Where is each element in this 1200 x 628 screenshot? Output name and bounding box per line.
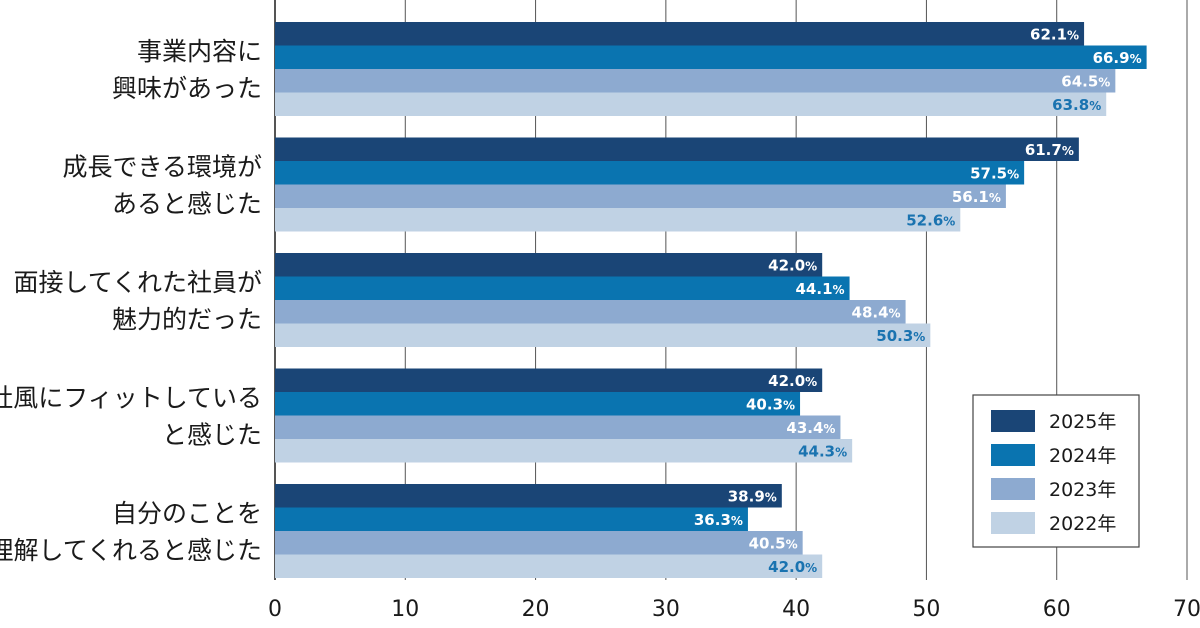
x-tick-40: 40 xyxy=(782,597,810,622)
value-label-3-2025年: 42.0% xyxy=(768,256,817,274)
bar-1-2024年 xyxy=(275,45,1147,69)
legend-label-2022年: 2022年 xyxy=(1049,513,1116,535)
value-label-3-2024年: 44.1% xyxy=(796,280,845,298)
category-label-5-line-2: 理解してくれると感じた xyxy=(0,536,262,565)
bar-5-2024年 xyxy=(275,507,748,531)
bars xyxy=(275,22,1147,578)
value-label-4-2025年: 42.0% xyxy=(768,372,817,390)
bar-3-2024年 xyxy=(275,276,850,300)
x-tick-10: 10 xyxy=(391,597,419,622)
category-label-4-line-1: 社風にフィットしている xyxy=(0,384,262,413)
value-label-3-2022年: 50.3% xyxy=(876,327,925,345)
value-label-2-2022年: 52.6% xyxy=(906,211,955,229)
value-label-1-2025年: 62.1% xyxy=(1030,25,1079,43)
x-tick-70: 70 xyxy=(1173,597,1200,622)
bar-2-2025年 xyxy=(275,137,1079,161)
bar-3-2023年 xyxy=(275,300,906,324)
x-tick-labels: 0 10 20 30 40 50 60 70 xyxy=(268,597,1200,622)
value-label-4-2024年: 40.3% xyxy=(746,395,795,413)
category-label-2-line-1: 成長できる環境が xyxy=(62,153,262,182)
bar-4-2024年 xyxy=(275,392,801,416)
bar-2-2023年 xyxy=(275,184,1006,208)
x-tick-50: 50 xyxy=(912,597,940,622)
x-tick-20: 20 xyxy=(522,597,550,622)
x-tick-60: 60 xyxy=(1043,597,1071,622)
value-label-1-2023年: 64.5% xyxy=(1061,72,1110,90)
bar-5-2023年 xyxy=(275,531,803,555)
value-label-2-2024年: 57.5% xyxy=(970,164,1019,182)
value-label-4-2023年: 43.4% xyxy=(786,419,835,437)
category-label-3-line-1: 面接してくれた社員が xyxy=(13,268,262,297)
bar-5-2022年 xyxy=(275,554,823,578)
value-label-4-2022年: 44.3% xyxy=(798,442,847,460)
bar-2-2024年 xyxy=(275,161,1025,185)
category-label-5-line-1: 自分のことを xyxy=(112,499,262,528)
bar-4-2025年 xyxy=(275,368,823,392)
bar-1-2023年 xyxy=(275,69,1116,93)
bar-1-2022年 xyxy=(275,92,1107,116)
legend-label-2023年: 2023年 xyxy=(1049,479,1116,501)
value-labels: 62.1% 66.9% 64.5% 63.8% 61.7% 57.5% 56.1% 52.6%… xyxy=(694,25,1142,576)
x-tick-0: 0 xyxy=(268,597,282,622)
bar-3-2022年 xyxy=(275,323,931,347)
legend-swatch-2023年 xyxy=(991,478,1035,500)
value-label-5-2025年: 38.9% xyxy=(728,487,777,505)
category-label-1-line-2: 興味があった xyxy=(112,74,262,103)
value-label-1-2024年: 66.9% xyxy=(1093,49,1142,67)
category-label-4-line-2: と感じた xyxy=(162,421,262,450)
value-label-3-2023年: 48.4% xyxy=(852,303,901,321)
value-label-2-2025年: 61.7% xyxy=(1025,141,1074,159)
bar-1-2025年 xyxy=(275,22,1085,46)
category-label-3-line-2: 魅力的だった xyxy=(112,305,262,334)
bar-3-2025年 xyxy=(275,253,823,277)
x-tick-30: 30 xyxy=(652,597,680,622)
category-label-2-line-2: あると感じた xyxy=(112,190,262,219)
value-label-1-2022年: 63.8% xyxy=(1052,96,1101,114)
legend: 2025年 2024年 2023年 2022年 xyxy=(972,394,1140,548)
category-labels: 事業内容に興味があった成長できる環境があると感じた面接してくれた社員が魅力的だっ… xyxy=(0,37,262,565)
legend-label-2024年: 2024年 xyxy=(1049,445,1116,467)
value-label-5-2022年: 42.0% xyxy=(768,558,817,576)
bar-4-2022年 xyxy=(275,439,853,463)
legend-label-2025年: 2025年 xyxy=(1049,411,1116,433)
value-label-5-2023年: 40.5% xyxy=(749,534,798,552)
legend-swatch-2024年 xyxy=(991,444,1035,466)
bar-2-2022年 xyxy=(275,208,961,232)
value-label-2-2023年: 56.1% xyxy=(952,188,1001,206)
category-label-1-line-1: 事業内容に xyxy=(137,37,262,66)
bar-4-2023年 xyxy=(275,415,841,439)
bar-5-2025年 xyxy=(275,484,782,508)
value-label-5-2024年: 36.3% xyxy=(694,511,743,529)
legend-swatch-2022年 xyxy=(991,512,1035,534)
legend-swatch-2025年 xyxy=(991,410,1035,432)
